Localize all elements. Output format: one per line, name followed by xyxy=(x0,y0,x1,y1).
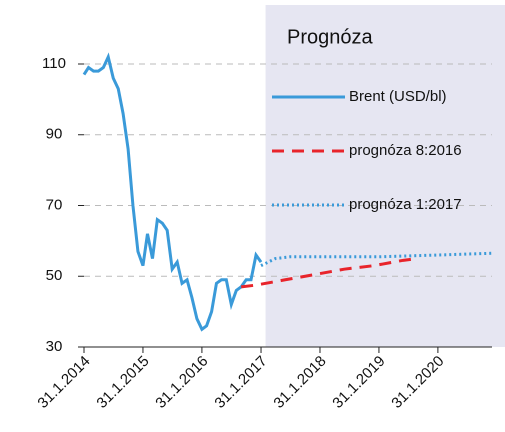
forecast-region xyxy=(265,5,505,347)
x-tick-label: 31.1.2014 xyxy=(34,353,93,412)
x-tick-label: 31.1.2017 xyxy=(211,353,270,412)
x-tick-label: 31.1.2015 xyxy=(93,353,152,412)
y-tick-label: 110 xyxy=(42,55,66,72)
x-tick-label: 31.1.2018 xyxy=(270,353,329,412)
y-tick-label: 90 xyxy=(46,126,63,143)
legend-label: prognóza 1:2017 xyxy=(349,196,462,213)
x-tick-label: 31.1.2016 xyxy=(152,353,211,412)
x-tick-label: 31.1.2019 xyxy=(329,353,388,412)
series-line xyxy=(240,257,419,289)
forecast-label: Prognóza xyxy=(287,26,373,48)
legend-label: prognóza 8:2016 xyxy=(349,142,462,159)
series-line xyxy=(260,251,493,267)
x-tick-label: 31.1.2020 xyxy=(388,353,447,412)
legend-label: Brent (USD/bl) xyxy=(349,88,447,105)
series-line xyxy=(82,52,263,332)
y-tick-label: 70 xyxy=(46,196,63,213)
y-tick-label: 50 xyxy=(46,267,63,284)
y-tick-label: 30 xyxy=(46,338,63,355)
